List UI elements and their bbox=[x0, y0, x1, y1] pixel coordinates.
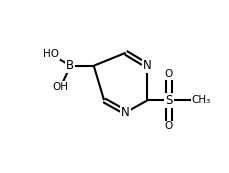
Text: N: N bbox=[121, 106, 130, 119]
Text: B: B bbox=[66, 59, 74, 72]
Text: O: O bbox=[165, 121, 173, 131]
Text: O: O bbox=[165, 69, 173, 79]
Text: N: N bbox=[143, 59, 152, 72]
Text: S: S bbox=[165, 94, 173, 107]
Text: CH₃: CH₃ bbox=[191, 95, 211, 105]
Text: HO: HO bbox=[43, 49, 59, 60]
Text: OH: OH bbox=[53, 81, 69, 92]
